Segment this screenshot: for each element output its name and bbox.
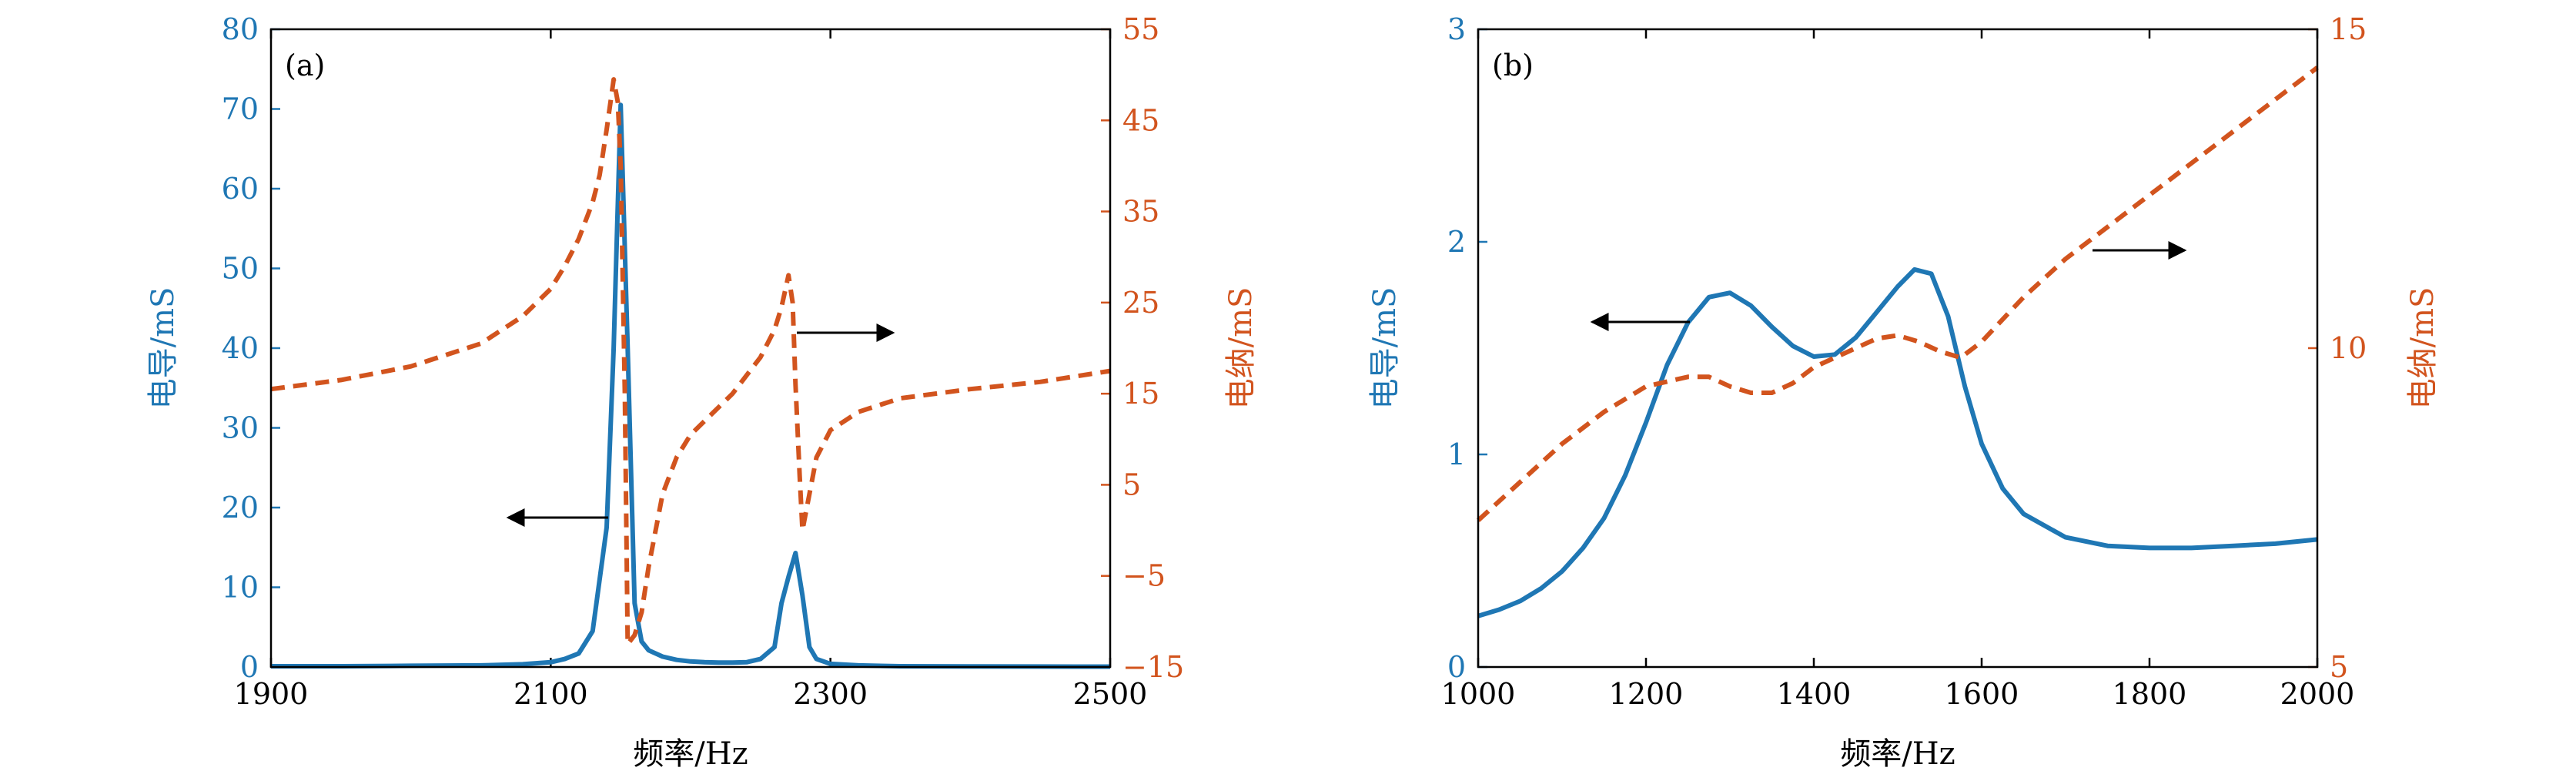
x-ticks-a: 1900 2100 2300 2500 — [234, 29, 1148, 711]
right-y-tick-label: 25 — [1122, 286, 1159, 320]
left-y-tick-label: 10 — [222, 571, 259, 605]
left-y-tick-label: 60 — [222, 172, 259, 206]
chart-panel-a: (a) 1900 2100 2300 2500 0 10 20 30 40 50 60 70 80 −… — [146, 12, 1259, 772]
x-tick-label: 1400 — [1777, 677, 1852, 711]
left-y-ticks-b: 0 1 2 3 — [1447, 12, 1487, 684]
susceptance-series-line-a — [270, 77, 1111, 647]
x-ticks-b: 1000 1200 1400 1600 1800 2000 — [1441, 29, 2355, 711]
plot-frame-b — [1477, 28, 2319, 669]
series-layer-b — [1476, 65, 2319, 618]
right-y-tick-label: 5 — [2330, 650, 2348, 684]
x-tick-label: 1600 — [1945, 677, 2019, 711]
left-y-tick-label: 3 — [1447, 12, 1466, 46]
right-y-axis-label-b: 电纳/mS — [2405, 287, 2441, 410]
right-y-tick-label: 10 — [2330, 331, 2367, 365]
conductance-series-line-b — [1477, 266, 2318, 618]
x-tick-label: 2500 — [1073, 677, 1148, 711]
x-tick-label: 2300 — [793, 677, 868, 711]
right-y-tick-label: −5 — [1122, 559, 1166, 593]
left-y-tick-label: 70 — [222, 92, 259, 126]
left-y-tick-label: 50 — [222, 252, 259, 286]
right-y-tick-label: 15 — [1122, 377, 1159, 411]
left-y-axis-label-b: 电导/mS — [1367, 287, 1403, 410]
x-axis-label-a: 频率/Hz — [633, 736, 748, 772]
x-tick-label: 1000 — [1441, 677, 1516, 711]
panel-label-b: (b) — [1492, 49, 1534, 82]
left-y-tick-label: 40 — [222, 331, 259, 365]
plot-frame-a — [269, 28, 1112, 669]
right-y-tick-label: 5 — [1122, 468, 1141, 501]
panel-label-a: (a) — [285, 49, 325, 82]
x-tick-label: 1200 — [1609, 677, 1684, 711]
left-y-tick-label: 2 — [1447, 225, 1466, 259]
left-y-tick-label: 1 — [1447, 437, 1466, 471]
x-tick-label: 1800 — [2113, 677, 2187, 711]
left-y-axis-label-a: 电导/mS — [146, 287, 181, 410]
x-axis-label-b: 频率/Hz — [1840, 736, 1955, 772]
right-y-tick-label: 15 — [2330, 12, 2367, 46]
right-y-tick-label: −15 — [1122, 650, 1184, 684]
right-y-ticks-a: −15 −5 5 15 25 35 45 55 — [1101, 12, 1184, 684]
series-layer-a — [270, 77, 1111, 669]
right-y-tick-label: 55 — [1122, 12, 1159, 46]
x-tick-label: 2000 — [2280, 677, 2355, 711]
left-y-tick-label: 0 — [240, 650, 259, 684]
susceptance-series-line-b — [1476, 65, 2319, 522]
right-y-tick-label: 45 — [1122, 103, 1159, 137]
right-y-axis-label-a: 电纳/mS — [1223, 287, 1259, 410]
left-y-ticks-a: 0 10 20 30 40 50 60 70 80 — [222, 12, 280, 684]
x-tick-label: 1900 — [234, 677, 309, 711]
left-y-tick-label: 80 — [222, 12, 259, 46]
conductance-series-line-a — [271, 102, 1111, 669]
x-tick-label: 2100 — [514, 677, 588, 711]
right-y-tick-label: 35 — [1122, 195, 1159, 229]
left-y-tick-label: 30 — [222, 411, 259, 445]
right-y-ticks-b: 5 10 15 — [2308, 12, 2367, 684]
left-y-tick-label: 20 — [222, 491, 259, 525]
left-y-tick-label: 0 — [1447, 650, 1466, 684]
